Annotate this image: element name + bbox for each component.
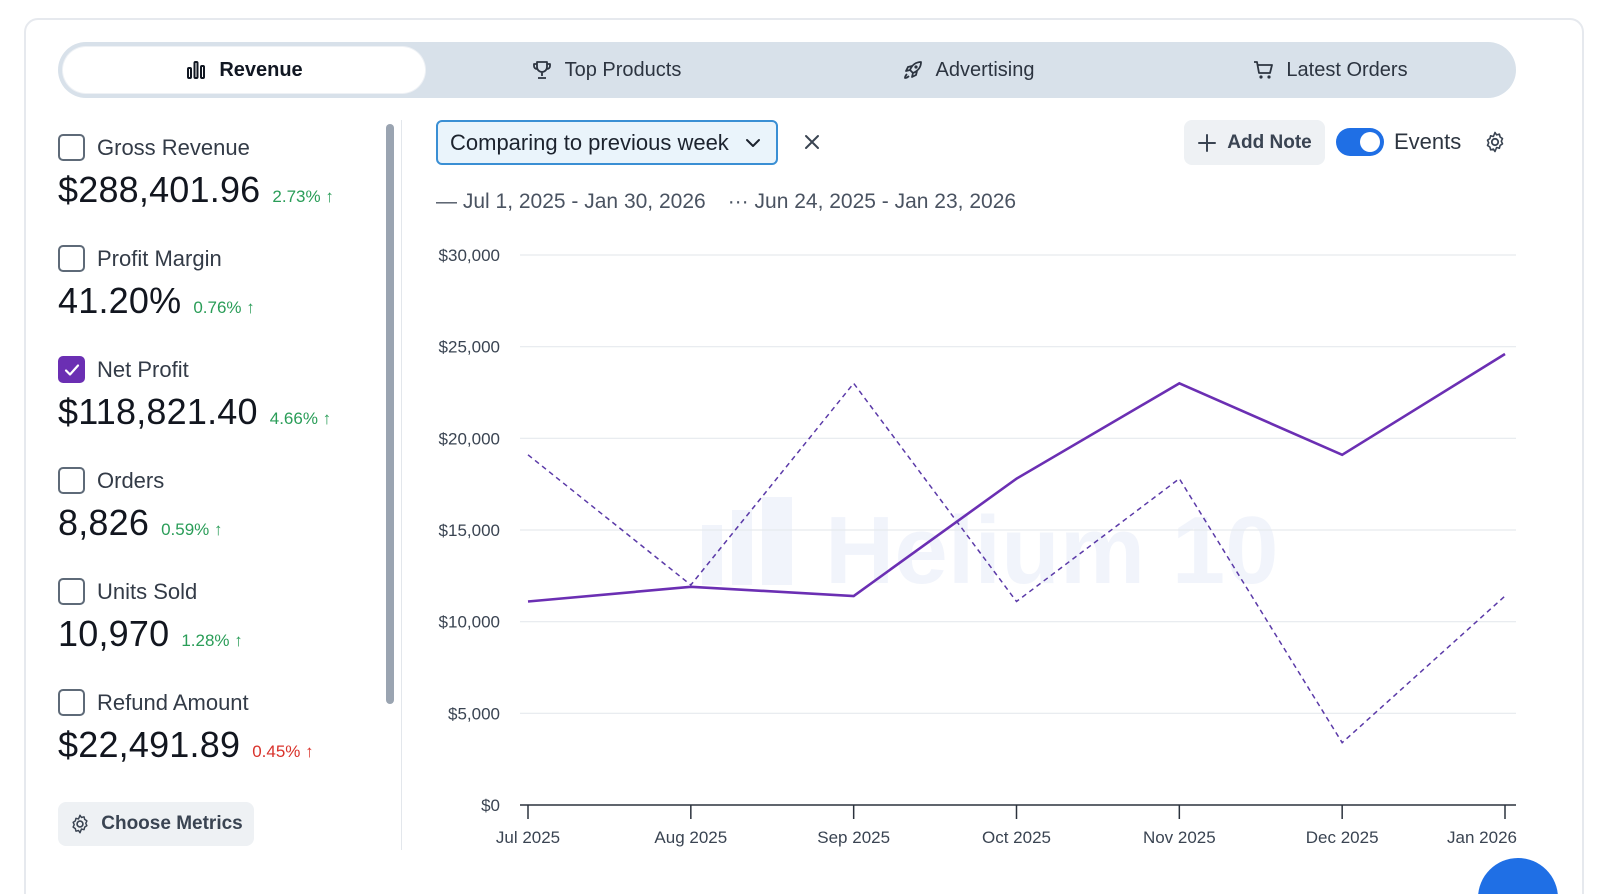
metric-label: Net Profit xyxy=(97,356,189,382)
metric-change: 2.73% ↑ xyxy=(272,187,334,206)
tab-bar: Revenue Top Products Advertising Latest … xyxy=(58,42,1516,98)
arrow-up-icon: ↑ xyxy=(214,520,223,539)
choose-metrics-label: Choose Metrics xyxy=(101,813,243,834)
legend-current: — Jul 1, 2025 - Jan 30, 2026 xyxy=(436,190,706,213)
metric-value: $288,401.96 xyxy=(58,169,261,210)
refund-amount-checkbox[interactable] xyxy=(58,689,85,716)
profit-margin-checkbox[interactable] xyxy=(58,245,85,272)
tab-advertising[interactable]: Advertising xyxy=(787,47,1149,93)
tab-revenue[interactable]: Revenue xyxy=(63,47,425,93)
add-note-button[interactable]: Add Note xyxy=(1184,120,1325,165)
metric-value: $118,821.40 xyxy=(58,391,258,432)
y-tick-label: $20,000 xyxy=(439,429,500,448)
metric-change: 0.45% ↑ xyxy=(252,742,314,761)
x-tick-label: Dec 2025 xyxy=(1306,828,1379,847)
metric-net-profit: Net Profit $118,821.40 4.66% ↑ xyxy=(58,356,378,456)
gear-icon xyxy=(72,814,88,834)
x-tick-label: Jan 2026 xyxy=(1447,828,1517,847)
metric-units-sold: Units Sold 10,970 1.28% ↑ xyxy=(58,578,378,678)
metric-profit-margin: Profit Margin 41.20% 0.76% ↑ xyxy=(58,245,378,345)
events-toggle[interactable] xyxy=(1336,128,1384,156)
metric-gross-revenue: Gross Revenue $288,401.96 2.73% ↑ xyxy=(58,134,378,234)
chevron-down-icon xyxy=(746,138,760,147)
x-tick-label: Sep 2025 xyxy=(817,828,890,847)
close-icon xyxy=(805,135,819,149)
add-note-label: Add Note xyxy=(1227,131,1312,153)
cart-icon xyxy=(1254,61,1274,79)
y-axis: $0 $5,000 $10,000 $15,000 $20,000 $25,000 $30,… xyxy=(439,246,500,815)
dashboard-card xyxy=(24,18,1584,894)
trophy-icon xyxy=(532,61,551,79)
metric-value: 10,970 xyxy=(58,613,170,654)
chart-series xyxy=(527,352,1506,744)
x-tick-label: Aug 2025 xyxy=(654,828,727,847)
x-tick-label: Nov 2025 xyxy=(1143,828,1216,847)
helium10-watermark: Helium 10 xyxy=(702,497,1279,604)
arrow-up-icon: ↑ xyxy=(246,298,255,317)
arrow-up-icon: ↑ xyxy=(325,187,334,206)
metric-value: $22,491.89 xyxy=(58,724,241,765)
toggle-knob xyxy=(1360,132,1380,152)
events-label: Events xyxy=(1394,129,1462,154)
chart-settings-button[interactable] xyxy=(1480,127,1510,157)
check-icon xyxy=(64,363,79,376)
gross-revenue-checkbox[interactable] xyxy=(58,134,85,161)
metric-change: 0.76% ↑ xyxy=(193,298,255,317)
metric-value: 41.20% xyxy=(58,280,182,321)
metric-orders: Orders 8,826 0.59% ↑ xyxy=(58,467,378,567)
metric-change: 1.28% ↑ xyxy=(181,631,243,650)
x-tick-label: Jul 2025 xyxy=(496,828,560,847)
units-sold-checkbox[interactable] xyxy=(58,578,85,605)
compare-select[interactable]: Comparing to previous week xyxy=(436,120,778,165)
watermark-text: Helium 10 xyxy=(825,497,1279,604)
y-tick-label: $30,000 xyxy=(439,246,500,265)
metric-label: Profit Margin xyxy=(97,245,222,271)
y-tick-label: $10,000 xyxy=(439,613,500,632)
arrow-up-icon: ↑ xyxy=(322,409,332,428)
orders-checkbox[interactable] xyxy=(58,467,85,494)
tab-advertising-label: Advertising xyxy=(935,58,1035,81)
bar-chart-icon xyxy=(187,61,206,79)
y-tick-label: $5,000 xyxy=(448,704,500,723)
chart-grid xyxy=(520,254,1516,714)
tab-top-products-label: Top Products xyxy=(564,58,682,81)
legend-previous: ··· Jun 24, 2025 - Jan 23, 2026 xyxy=(727,190,1017,213)
metrics-scrollbar[interactable] xyxy=(386,124,394,704)
tab-latest-orders[interactable]: Latest Orders xyxy=(1149,47,1511,93)
tab-revenue-label: Revenue xyxy=(219,58,303,81)
metric-refund-amount: Refund Amount $22,491.89 0.45% ↑ xyxy=(58,689,378,789)
net-profit-checkbox[interactable] xyxy=(58,356,85,383)
series-line-previous[interactable] xyxy=(527,382,1506,744)
metric-label: Orders xyxy=(97,467,165,493)
metric-label: Refund Amount xyxy=(97,689,249,715)
series-line-current[interactable] xyxy=(527,352,1506,603)
choose-metrics-button[interactable]: Choose Metrics xyxy=(58,802,254,846)
compare-select-value: Comparing to previous week xyxy=(450,129,729,155)
metric-label: Units Sold xyxy=(97,578,198,604)
y-tick-label: $0 xyxy=(481,796,500,815)
chart-legend: — Jul 1, 2025 - Jan 30, 2026 ··· Jun 24,… xyxy=(436,190,1016,214)
metric-change: 4.66% ↑ xyxy=(269,409,332,428)
net-profit-chart: Helium 10 $0$5,000$10,000$15,000$20,000$… xyxy=(439,246,1517,847)
metric-value: 8,826 xyxy=(58,502,150,543)
y-tick-label: $25,000 xyxy=(439,338,500,357)
tab-top-products[interactable]: Top Products xyxy=(425,47,787,93)
tab-latest-orders-label: Latest Orders xyxy=(1286,58,1408,81)
arrow-up-icon: ↑ xyxy=(234,631,243,650)
metric-change: 0.59% ↑ xyxy=(161,520,223,539)
arrow-up-icon: ↑ xyxy=(305,742,314,761)
y-tick-label: $15,000 xyxy=(439,521,500,540)
divider xyxy=(401,120,402,850)
rocket-icon xyxy=(903,61,922,79)
gear-icon xyxy=(1486,131,1504,153)
metric-label: Gross Revenue xyxy=(97,134,250,160)
x-axis: Jul 2025 Aug 2025 Sep 2025 Oct 2025 Nov 2025… xyxy=(496,804,1517,847)
x-tick-label: Oct 2025 xyxy=(982,828,1051,847)
plus-icon xyxy=(1198,133,1217,152)
clear-compare-button[interactable] xyxy=(798,128,826,156)
